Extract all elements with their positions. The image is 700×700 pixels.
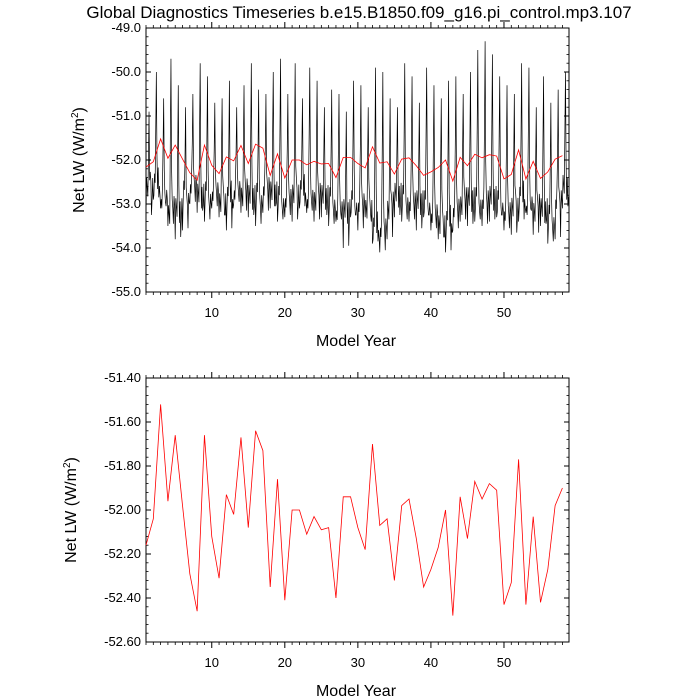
top-y-tick-label: -54.0: [111, 240, 141, 255]
top-y-tick-label: -49.0: [111, 20, 141, 35]
bottom-y-tick-label: -52.00: [104, 502, 141, 517]
top-y-axis-label: Net LW (W/m2): [70, 107, 88, 213]
top-y-tick-label: -51.0: [111, 108, 141, 123]
top-plot-series: [145, 41, 569, 253]
bottom-y-axis-label-main: Net LW (W/m: [63, 468, 80, 563]
bottom-y-axis-label: Net LW (W/m2): [62, 457, 80, 563]
top-y-tick-label: -50.0: [111, 64, 141, 79]
bottom-x-tick-label: 50: [497, 655, 511, 670]
bottom-x-tick-label: 20: [278, 655, 292, 670]
bottom-x-tick-label: 30: [351, 655, 365, 670]
bottom-x-tick-label: 10: [205, 655, 219, 670]
bottom-panel: -52.60 -52.40 -52.20 -52.00 -51.80 -51.60 -51.…: [62, 370, 570, 700]
top-y-axis-label-main: Net LW (W/m: [71, 118, 88, 213]
bottom-y-tick-label: -52.40: [104, 590, 141, 605]
bottom-y-tick-label: -51.40: [104, 370, 141, 385]
bottom-x-tick-label: 40: [424, 655, 438, 670]
top-x-tick-label: 20: [278, 305, 292, 320]
bottom-y-axis-label-sup: 2: [62, 462, 73, 468]
bottom-y-tick-label: -52.20: [104, 546, 141, 561]
bottom-y-tick-label: -51.60: [104, 414, 141, 429]
top-x-tick-label: 40: [424, 305, 438, 320]
top-x-tick-label: 50: [497, 305, 511, 320]
bottom-y-tick-label: -51.80: [104, 458, 141, 473]
top-series-line-0: [145, 41, 569, 253]
top-y-tick-label: -55.0: [111, 284, 141, 299]
top-x-tick-label: 30: [351, 305, 365, 320]
chart-title: Global Diagnostics Timeseries b.e15.B185…: [86, 3, 631, 22]
top-series-line-1: [145, 137, 563, 183]
bottom-y-tick-label: -52.60: [104, 634, 141, 649]
bottom-axis-ticks: -52.60 -52.40 -52.20 -52.00 -51.80 -51.60 -51.…: [104, 370, 569, 670]
bottom-plot-series: [145, 404, 563, 616]
bottom-x-axis-label: Model Year: [316, 683, 397, 700]
top-y-axis-label-sup: 2: [70, 112, 81, 118]
top-x-axis-label: Model Year: [316, 333, 397, 350]
top-x-tick-label: 10: [205, 305, 219, 320]
top-y-tick-label: -52.0: [111, 152, 141, 167]
bottom-series-line-0: [145, 404, 563, 616]
top-panel: -55.0 -54.0 -53.0 -52.0 -51.0 -50.0 -49.0 10 20 3…: [70, 20, 570, 350]
top-y-axis-label-close: ): [71, 107, 88, 112]
top-y-tick-label: -53.0: [111, 196, 141, 211]
bottom-y-axis-label-close: ): [63, 457, 80, 462]
